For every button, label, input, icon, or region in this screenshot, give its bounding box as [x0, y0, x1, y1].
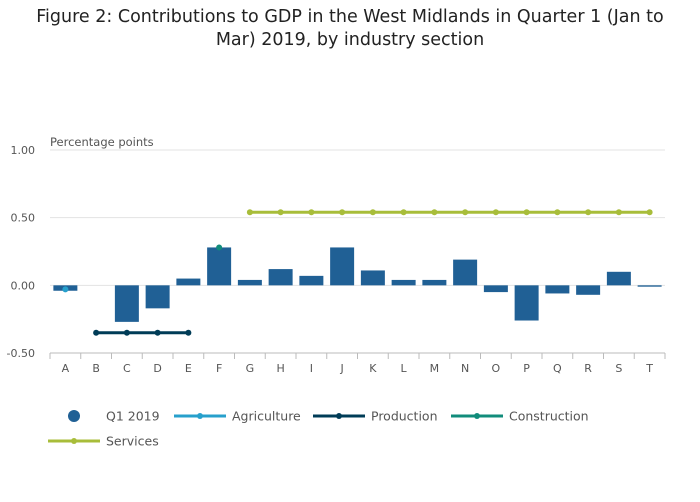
chart-title: Figure 2: Contributions to GDP in the We…	[0, 6, 700, 52]
series-point	[615, 209, 622, 216]
x-tick-label: K	[369, 362, 377, 375]
series-point	[369, 209, 376, 216]
bar	[299, 275, 324, 286]
series-point	[646, 209, 653, 216]
x-tick-label: R	[584, 362, 592, 375]
series-point	[492, 209, 499, 216]
legend-swatch-point	[474, 413, 480, 419]
x-tick-label: Q	[553, 362, 562, 375]
series-point	[400, 209, 407, 216]
legend-label: Services	[106, 434, 159, 449]
x-tick-label: L	[401, 362, 408, 375]
y-tick-label: -0.50	[7, 347, 35, 360]
bar	[237, 279, 262, 286]
series-point	[123, 329, 130, 336]
chart-title-line2: Mar) 2019, by industry section	[215, 30, 485, 50]
bar	[514, 285, 539, 321]
series-point	[431, 209, 438, 216]
series-point	[154, 329, 161, 336]
bar	[145, 285, 170, 309]
y-tick-label: 1.00	[11, 144, 36, 157]
x-tick-label: E	[185, 362, 192, 375]
bar	[330, 247, 355, 286]
bar	[637, 285, 662, 287]
series-point	[462, 209, 469, 216]
x-tick-label: O	[492, 362, 501, 375]
x-tick-label: I	[310, 362, 313, 375]
series-point	[185, 329, 192, 336]
x-tick-label: A	[62, 362, 70, 375]
series-point	[523, 209, 530, 216]
series-point	[216, 244, 223, 251]
bar	[606, 271, 631, 286]
x-tick-label: B	[92, 362, 100, 375]
series-point	[554, 209, 561, 216]
x-tick-label: P	[523, 362, 530, 375]
legend-label: Agriculture	[232, 409, 301, 424]
chart-title-line1: Figure 2: Contributions to GDP in the We…	[36, 7, 664, 27]
legend-swatch	[68, 410, 80, 422]
x-tick-label: D	[153, 362, 161, 375]
series-point	[339, 209, 346, 216]
x-tick-label: H	[276, 362, 284, 375]
bar	[207, 247, 232, 286]
bar	[545, 285, 570, 294]
bar	[176, 278, 201, 286]
bar	[391, 279, 416, 286]
x-tick-label: M	[430, 362, 440, 375]
series-point	[62, 286, 69, 293]
x-tick-label: T	[645, 362, 653, 375]
x-tick-label: J	[340, 362, 344, 375]
series-point	[308, 209, 315, 216]
legend-swatch-point	[336, 413, 342, 419]
bar	[576, 285, 601, 295]
bar	[483, 285, 508, 293]
x-tick-label: C	[123, 362, 131, 375]
legend-label: Construction	[509, 409, 589, 424]
legend-label: Q1 2019	[106, 409, 160, 424]
legend-swatch-point	[71, 438, 77, 444]
series-point	[246, 209, 253, 216]
bar	[360, 270, 385, 286]
y-tick-label: 0.00	[11, 279, 36, 292]
legend-swatch-point	[197, 413, 203, 419]
bar	[114, 285, 139, 322]
bar	[453, 259, 478, 286]
series-point	[585, 209, 592, 216]
bar	[268, 269, 293, 286]
y-tick-label: 0.50	[11, 212, 36, 225]
x-tick-label: S	[615, 362, 622, 375]
series-point	[277, 209, 284, 216]
x-tick-label: N	[461, 362, 469, 375]
series-point	[93, 329, 100, 336]
y-axis-label: Percentage points	[50, 135, 154, 149]
x-tick-label: G	[246, 362, 255, 375]
legend-label: Production	[371, 409, 438, 424]
x-tick-label: F	[216, 362, 222, 375]
bar	[422, 279, 447, 286]
